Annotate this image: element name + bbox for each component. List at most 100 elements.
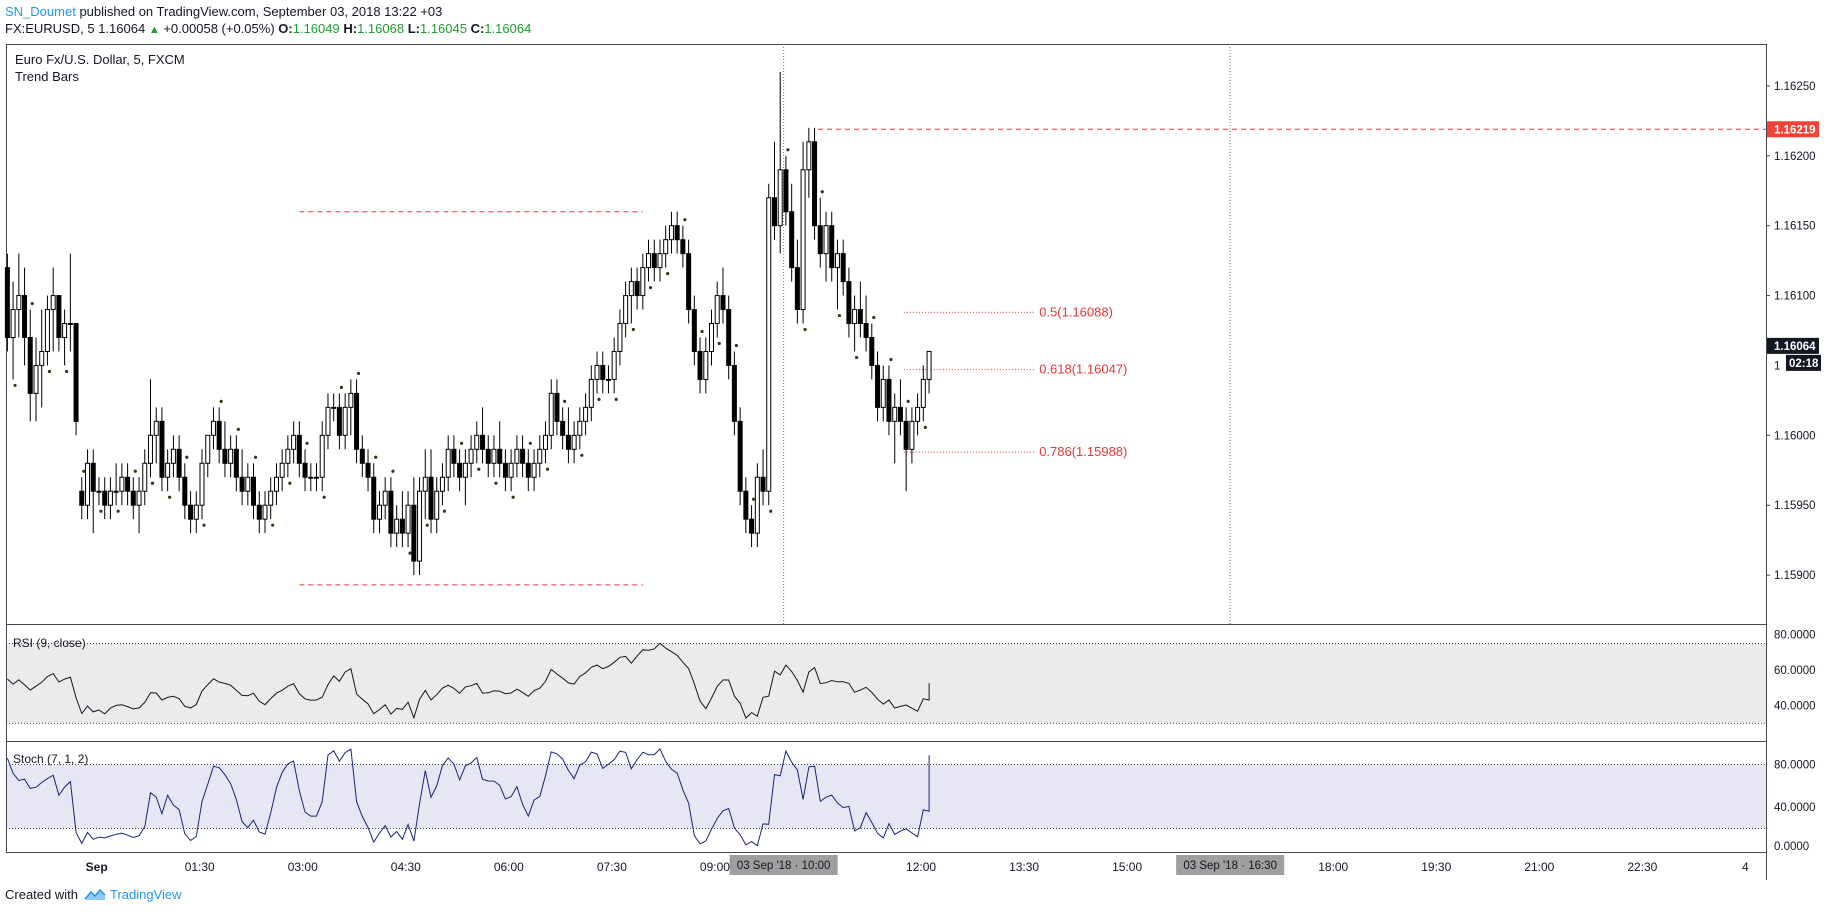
tradingview-logo-icon[interactable] (84, 888, 106, 901)
candle-body (445, 448, 451, 478)
time-tick-label: 09:00 (700, 860, 730, 874)
candle-body (806, 141, 812, 171)
rsi-tick-label: 80.0000 (1774, 630, 1816, 642)
signal-dot (47, 369, 52, 374)
time-cursor-badge (1176, 855, 1285, 875)
candle-body (542, 434, 548, 450)
signal-dot (356, 371, 361, 376)
signal-dot (717, 341, 721, 346)
close-value: 1.16064 (484, 21, 532, 36)
candle-body (892, 406, 898, 422)
up-triangle-icon: ▲ (148, 24, 160, 36)
candle-body (697, 350, 703, 380)
candle-body (886, 378, 892, 422)
signal-dot (648, 285, 653, 290)
candle-body (10, 309, 16, 338)
time-tick-label: 12:00 (906, 860, 936, 874)
candle-body (497, 448, 503, 464)
chart-canvas[interactable]: Euro Fx/U.S. Dollar, 5, FXCM Trend Bars … (0, 0, 1828, 880)
candle-body (502, 462, 508, 478)
candle-body (583, 406, 589, 422)
candle-body (73, 323, 79, 422)
signal-dot (202, 523, 206, 527)
close-label: C: (470, 21, 485, 36)
candle-body (262, 504, 268, 520)
candle-body (62, 323, 68, 338)
stoch-band (7, 764, 1766, 829)
rsi-band (7, 643, 1766, 724)
candle-body (302, 462, 308, 478)
candle-body (840, 253, 846, 283)
candle-body (468, 448, 474, 464)
last-price: 1.16064 (98, 21, 146, 36)
time-tick-label: 21:00 (1524, 860, 1554, 874)
candle-body (16, 295, 22, 311)
candle-body (348, 392, 354, 408)
signal-dot (305, 441, 309, 445)
candle-body (319, 434, 325, 478)
candle-body (548, 392, 554, 436)
candle-body (903, 420, 909, 450)
candle-body (869, 336, 875, 366)
candle-body (273, 476, 279, 492)
candle-body (628, 281, 634, 297)
candle-body (147, 434, 153, 464)
time-cursor-label: 03 Sep '18 · 16:30 (1183, 860, 1277, 872)
candle-body (594, 364, 600, 380)
last-price-badge (1767, 337, 1819, 354)
signal-dot (442, 509, 447, 513)
candle-body (33, 364, 39, 394)
signal-dot (820, 190, 824, 194)
candle-body (857, 309, 863, 325)
candle-body (897, 406, 903, 422)
signal-dot (322, 495, 326, 499)
candle-body (210, 420, 216, 436)
signal-dot (872, 315, 876, 320)
tradingview-link[interactable]: TradingView (109, 887, 182, 902)
candle-body (388, 490, 394, 534)
signal-dot (889, 357, 893, 362)
candle-body (296, 434, 302, 464)
candle-body (537, 448, 543, 464)
candle-body (85, 462, 91, 506)
candle-body (136, 490, 142, 506)
candle-body (285, 448, 291, 464)
signal-dot (906, 399, 910, 403)
signal-dot (219, 399, 223, 403)
candle-body (439, 476, 445, 492)
candle-body (27, 336, 33, 394)
candle-body (514, 448, 520, 464)
signal-dot (13, 383, 17, 388)
signal-dot (511, 495, 515, 499)
candle-body (863, 323, 869, 338)
time-tick-label: 04:30 (391, 860, 421, 874)
candle-body (783, 169, 789, 213)
signal-dot (271, 523, 275, 527)
open-label: O: (278, 21, 293, 36)
candle-body (800, 169, 806, 311)
signal-dot (631, 327, 635, 332)
candle-body (451, 448, 457, 464)
candle-body (605, 378, 611, 381)
candle-body (325, 406, 331, 436)
signal-dot (64, 369, 69, 374)
time-tick-label: 01:30 (185, 860, 215, 874)
price-tick-label: 1.16150 (1774, 221, 1816, 233)
candle-body (812, 141, 818, 227)
price-tick-label: 1.16100 (1774, 291, 1816, 303)
signal-dot (751, 497, 756, 501)
candle-body (394, 518, 400, 534)
candle-body (737, 420, 743, 492)
candle-body (188, 504, 194, 520)
candle-body (130, 490, 136, 506)
time-tick-label: Sep (86, 860, 108, 874)
stoch-line (6, 748, 930, 847)
author-link[interactable]: SN_Doumet (5, 4, 76, 19)
signal-dot (477, 467, 481, 471)
candle-body (491, 448, 497, 464)
candle-body (565, 434, 571, 450)
candle-body (205, 434, 211, 464)
signal-dot (494, 481, 498, 485)
candle-body (342, 406, 348, 436)
candle-body (926, 350, 932, 380)
